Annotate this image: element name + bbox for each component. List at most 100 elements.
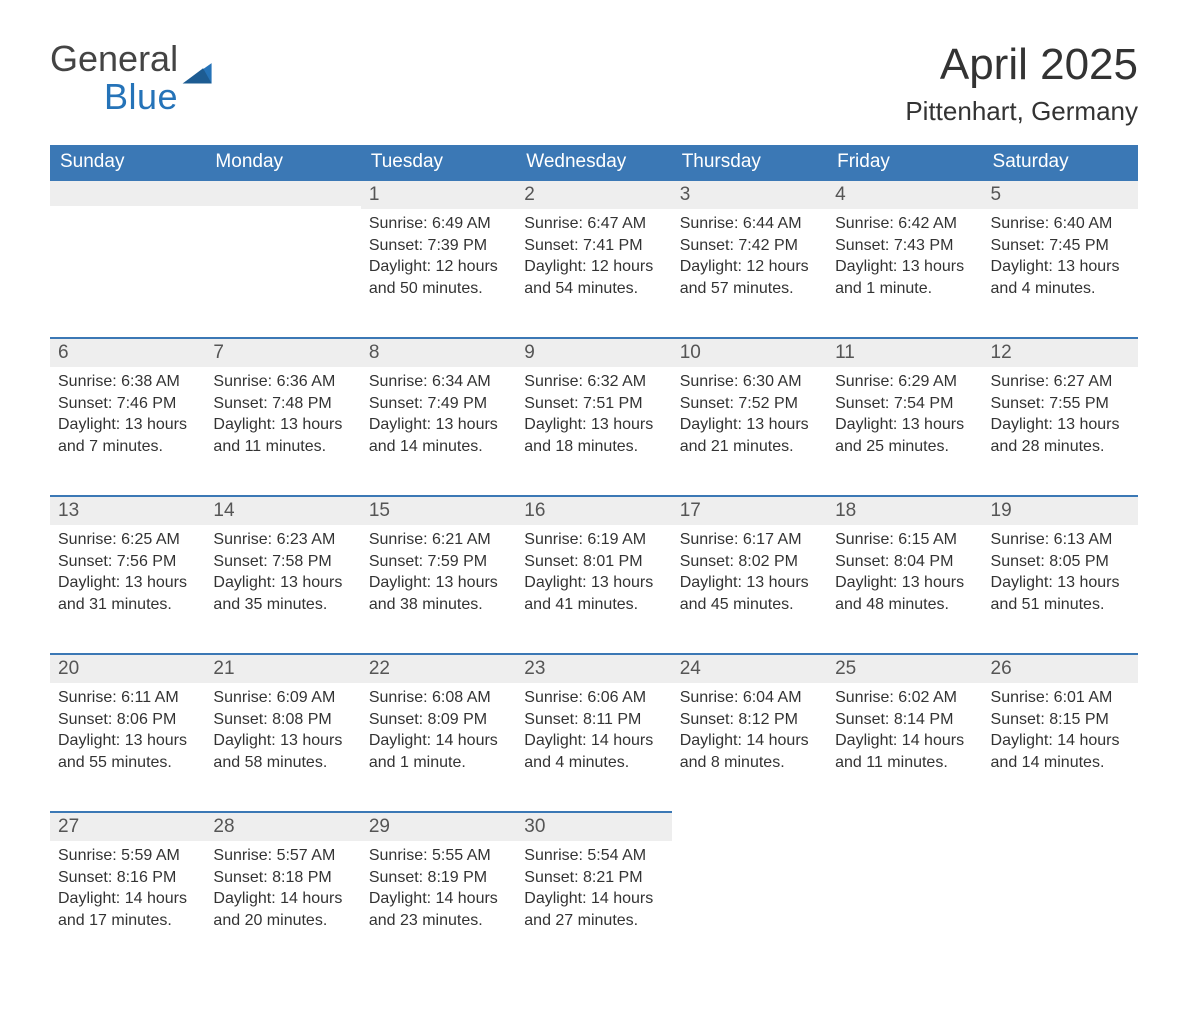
sunset-line: Sunset: 7:48 PM [213, 393, 352, 415]
day-number: 1 [361, 179, 516, 209]
day-details: Sunrise: 6:17 AMSunset: 8:02 PMDaylight:… [672, 525, 827, 623]
sunrise-line: Sunrise: 6:21 AM [369, 529, 508, 551]
day-number-cell: 6 [50, 337, 205, 367]
daylight-line: Daylight: 13 hours and 4 minutes. [991, 256, 1130, 299]
sunrise-line: Sunrise: 5:54 AM [524, 845, 663, 867]
empty-body-cell [205, 209, 360, 337]
sunset-line: Sunset: 8:16 PM [58, 867, 197, 889]
day-number-cell: 30 [516, 811, 671, 841]
week-body-row: Sunrise: 6:25 AMSunset: 7:56 PM Daylight:… [50, 525, 1138, 653]
day-number: 20 [50, 653, 205, 683]
day-details: Sunrise: 5:57 AMSunset: 8:18 PMDaylight:… [205, 841, 360, 939]
sunset-line: Sunset: 7:46 PM [58, 393, 197, 415]
day-number: 26 [983, 653, 1138, 683]
day-body-cell: Sunrise: 6:47 AMSunset: 7:41 PMDaylight:… [516, 209, 671, 337]
calendar-header-row: SundayMondayTuesdayWednesdayThursdayFrid… [50, 145, 1138, 179]
day-number-cell: 17 [672, 495, 827, 525]
sunrise-line: Sunrise: 5:55 AM [369, 845, 508, 867]
month-title: April 2025 [905, 40, 1138, 90]
day-body-cell: Sunrise: 6:15 AMSunset: 8:04 PMDaylight:… [827, 525, 982, 653]
day-number-cell: 15 [361, 495, 516, 525]
sunrise-line: Sunrise: 6:15 AM [835, 529, 974, 551]
day-number-cell: 13 [50, 495, 205, 525]
day-body-cell: Sunrise: 6:11 AMSunset: 8:06 PMDaylight:… [50, 683, 205, 811]
sunset-line: Sunset: 7:56 PM [58, 551, 197, 573]
day-number-cell: 3 [672, 179, 827, 209]
day-body-cell: Sunrise: 6:38 AMSunset: 7:46 PMDaylight:… [50, 367, 205, 495]
daylight-line: Daylight: 13 hours and 51 minutes. [991, 572, 1130, 615]
sunrise-line: Sunrise: 6:25 AM [58, 529, 197, 551]
empty-cell [205, 179, 360, 206]
sunrise-line: Sunrise: 5:59 AM [58, 845, 197, 867]
weekday-header: Sunday [50, 145, 205, 179]
day-body-cell: Sunrise: 6:02 AMSunset: 8:14 PMDaylight:… [827, 683, 982, 811]
day-body-cell: Sunrise: 6:30 AMSunset: 7:52 PMDaylight:… [672, 367, 827, 495]
day-details: Sunrise: 6:21 AMSunset: 7:59 PMDaylight:… [361, 525, 516, 623]
empty-day-number-cell [205, 179, 360, 209]
week-daynum-row: 12345 [50, 179, 1138, 209]
daylight-line: Daylight: 13 hours and 21 minutes. [680, 414, 819, 457]
day-number: 2 [516, 179, 671, 209]
sunrise-line: Sunrise: 6:30 AM [680, 371, 819, 393]
daylight-line: Daylight: 14 hours and 1 minute. [369, 730, 508, 773]
day-number-cell: 24 [672, 653, 827, 683]
day-details: Sunrise: 6:29 AMSunset: 7:54 PMDaylight:… [827, 367, 982, 465]
day-number-cell: 8 [361, 337, 516, 367]
empty-body-cell [672, 841, 827, 969]
sunset-line: Sunset: 8:06 PM [58, 709, 197, 731]
day-number-cell: 2 [516, 179, 671, 209]
week-body-row: Sunrise: 6:38 AMSunset: 7:46 PMDaylight:… [50, 367, 1138, 495]
week-daynum-row: 27282930 [50, 811, 1138, 841]
day-details: Sunrise: 6:40 AMSunset: 7:45 PMDaylight:… [983, 209, 1138, 307]
day-body-cell: Sunrise: 6:44 AMSunset: 7:42 PMDaylight:… [672, 209, 827, 337]
sunset-line: Sunset: 8:19 PM [369, 867, 508, 889]
weekday-header: Wednesday [516, 145, 671, 179]
day-details: Sunrise: 6:49 AMSunset: 7:39 PMDaylight:… [361, 209, 516, 307]
day-details: Sunrise: 6:15 AMSunset: 8:04 PMDaylight:… [827, 525, 982, 623]
brand-word-1: General [50, 38, 178, 79]
day-details: Sunrise: 6:32 AMSunset: 7:51 PMDaylight:… [516, 367, 671, 465]
sunset-line: Sunset: 8:21 PM [524, 867, 663, 889]
sunset-line: Sunset: 8:18 PM [213, 867, 352, 889]
day-details: Sunrise: 6:19 AMSunset: 8:01 PMDaylight:… [516, 525, 671, 623]
day-number: 30 [516, 811, 671, 841]
day-details: Sunrise: 6:34 AMSunset: 7:49 PMDaylight:… [361, 367, 516, 465]
sunrise-line: Sunrise: 6:38 AM [58, 371, 197, 393]
empty-day-number-cell [983, 811, 1138, 841]
daylight-line: Daylight: 12 hours and 50 minutes. [369, 256, 508, 299]
day-number-cell: 20 [50, 653, 205, 683]
sunset-line: Sunset: 7:54 PM [835, 393, 974, 415]
day-details: Sunrise: 6:47 AMSunset: 7:41 PMDaylight:… [516, 209, 671, 307]
day-number-cell: 11 [827, 337, 982, 367]
day-details: Sunrise: 6:13 AMSunset: 8:05 PMDaylight:… [983, 525, 1138, 623]
sunset-line: Sunset: 7:41 PM [524, 235, 663, 257]
daylight-line: Daylight: 14 hours and 11 minutes. [835, 730, 974, 773]
day-body-cell: Sunrise: 6:17 AMSunset: 8:02 PMDaylight:… [672, 525, 827, 653]
day-number: 21 [205, 653, 360, 683]
daylight-line: Daylight: 14 hours and 20 minutes. [213, 888, 352, 931]
day-number: 17 [672, 495, 827, 525]
day-details: Sunrise: 6:06 AMSunset: 8:11 PMDaylight:… [516, 683, 671, 781]
sunrise-line: Sunrise: 6:01 AM [991, 687, 1130, 709]
empty-body-cell [983, 841, 1138, 969]
day-number-cell: 4 [827, 179, 982, 209]
day-number: 16 [516, 495, 671, 525]
daylight-line: Daylight: 13 hours and 7 minutes. [58, 414, 197, 457]
day-number-cell: 27 [50, 811, 205, 841]
sunrise-line: Sunrise: 6:13 AM [991, 529, 1130, 551]
day-number-cell: 10 [672, 337, 827, 367]
sunrise-line: Sunrise: 5:57 AM [213, 845, 352, 867]
empty-day-number-cell [672, 811, 827, 841]
daylight-line: Daylight: 13 hours and 41 minutes. [524, 572, 663, 615]
daylight-line: Daylight: 13 hours and 35 minutes. [213, 572, 352, 615]
day-number: 11 [827, 337, 982, 367]
daylight-line: Daylight: 13 hours and 1 minute. [835, 256, 974, 299]
day-number-cell: 14 [205, 495, 360, 525]
sunrise-line: Sunrise: 6:34 AM [369, 371, 508, 393]
sunset-line: Sunset: 7:58 PM [213, 551, 352, 573]
sunrise-line: Sunrise: 6:08 AM [369, 687, 508, 709]
day-number-cell: 21 [205, 653, 360, 683]
sunset-line: Sunset: 7:49 PM [369, 393, 508, 415]
daylight-line: Daylight: 13 hours and 25 minutes. [835, 414, 974, 457]
sunrise-line: Sunrise: 6:17 AM [680, 529, 819, 551]
